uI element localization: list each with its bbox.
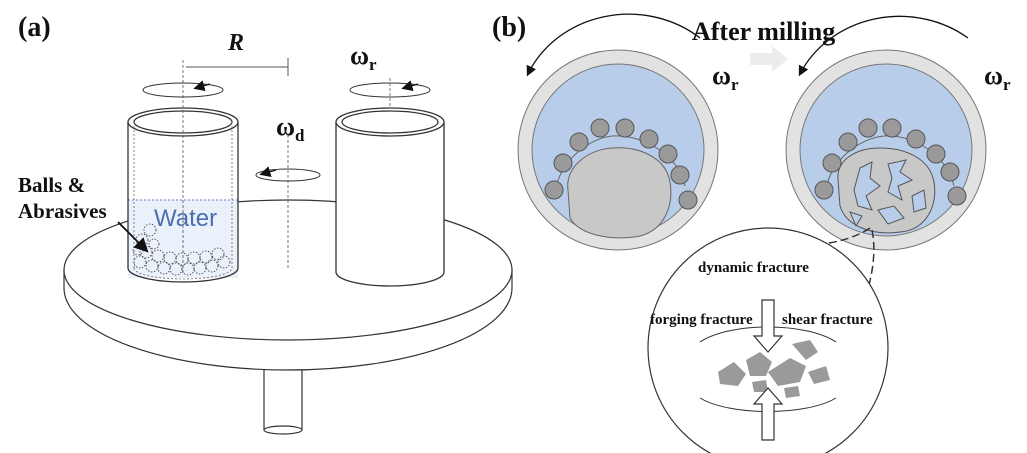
panel-b-label: (b): [492, 12, 526, 43]
balls-label-line2: Abrasives: [18, 199, 107, 223]
radius-dimension: R: [186, 30, 289, 76]
jar-before: ωr: [517, 13, 739, 251]
large-particle: [567, 147, 672, 239]
balls-after: [814, 118, 967, 206]
after-milling-label: After milling: [692, 17, 835, 46]
radius-symbol: R: [227, 30, 244, 56]
arrow-up: [752, 387, 784, 441]
dynamic-fracture-label: dynamic fracture: [698, 260, 809, 276]
omega-r-label-b-right: ωr: [984, 61, 1011, 94]
transition-arrow: [750, 46, 788, 72]
fragments: [718, 340, 830, 398]
fracture-cracks: [849, 159, 927, 228]
omega-d-label: ωd: [276, 112, 305, 145]
magnified-view: dynamic fracture forging fracture shear …: [647, 227, 889, 453]
balls-label-line1: Balls &: [18, 173, 85, 197]
panel-a-label: (a): [18, 12, 51, 43]
water-label: Water: [154, 205, 217, 232]
balls-pointer-arrow: [117, 221, 149, 253]
arrow-down: [752, 299, 784, 353]
disk-axis: [255, 135, 321, 270]
forging-fracture-label: forging fracture: [650, 312, 753, 328]
rotation-arc-left: [526, 13, 701, 77]
shear-fracture-label: shear fracture: [782, 312, 873, 328]
omega-r-label-a: ωr: [350, 41, 377, 74]
panel-b: (b) After milling: [492, 12, 1011, 453]
right-jar: [335, 78, 445, 287]
omega-r-label-b-left: ωr: [712, 61, 739, 94]
rotation-arc-right: [798, 15, 969, 77]
panel-a: (a): [18, 12, 513, 435]
balls-cluster: [132, 223, 231, 276]
jar-after: ωr: [785, 15, 1011, 251]
balls-before: [544, 118, 698, 210]
